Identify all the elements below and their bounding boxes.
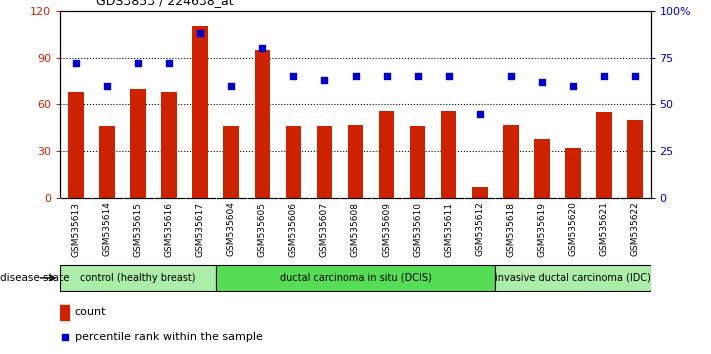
Text: control (healthy breast): control (healthy breast) [80,273,196,283]
Text: GSM535611: GSM535611 [444,201,453,257]
Point [164,60,175,66]
Text: percentile rank within the sample: percentile rank within the sample [75,332,262,342]
Text: GSM535604: GSM535604 [227,201,236,256]
Text: GSM535605: GSM535605 [258,201,267,257]
Point [132,60,144,66]
Bar [503,125,518,198]
Text: GSM535606: GSM535606 [289,201,298,257]
Text: GSM535614: GSM535614 [102,201,112,256]
Point [567,83,579,88]
Point [319,77,330,83]
Text: GDS3853 / 224638_at: GDS3853 / 224638_at [96,0,234,7]
Point [350,74,361,79]
Bar [60,265,215,291]
Bar [441,111,456,198]
Text: GSM535608: GSM535608 [351,201,360,257]
Bar [496,265,651,291]
Text: disease state: disease state [0,273,70,283]
Text: GSM535613: GSM535613 [72,201,80,257]
Bar [130,89,146,198]
Point [412,74,423,79]
Bar [379,111,395,198]
Text: GSM535612: GSM535612 [475,201,484,256]
Bar [100,126,114,198]
Text: GSM535622: GSM535622 [631,201,639,256]
Point [443,74,454,79]
Text: GSM535607: GSM535607 [320,201,329,257]
Text: count: count [75,307,106,317]
Text: GSM535620: GSM535620 [568,201,577,256]
Point [257,45,268,51]
Bar [60,305,70,320]
Point [505,74,516,79]
Text: GSM535610: GSM535610 [413,201,422,257]
Point [195,30,206,36]
Point [102,83,113,88]
Point [381,74,392,79]
Point [598,74,609,79]
Bar [316,126,332,198]
Bar [255,50,270,198]
Text: GSM535619: GSM535619 [538,201,546,257]
Text: GSM535616: GSM535616 [165,201,173,257]
Bar [193,26,208,198]
Point [629,74,641,79]
Text: GSM535609: GSM535609 [382,201,391,257]
Text: GSM535621: GSM535621 [599,201,609,256]
Text: invasive ductal carcinoma (IDC): invasive ductal carcinoma (IDC) [495,273,651,283]
Bar [597,112,611,198]
Text: ductal carcinoma in situ (DCIS): ductal carcinoma in situ (DCIS) [279,273,432,283]
Point [225,83,237,88]
Bar [627,120,643,198]
Point [70,60,82,66]
Bar [215,265,496,291]
Text: GSM535618: GSM535618 [506,201,515,257]
Bar [565,148,581,198]
Point [474,111,486,117]
Text: GSM535617: GSM535617 [196,201,205,257]
Bar [286,126,301,198]
Bar [348,125,363,198]
Text: GSM535615: GSM535615 [134,201,143,257]
Bar [534,139,550,198]
Bar [161,92,177,198]
Point [59,334,70,340]
Point [288,74,299,79]
Point [536,79,547,85]
Bar [223,126,239,198]
Bar [68,92,84,198]
Bar [472,187,488,198]
Bar [410,126,425,198]
